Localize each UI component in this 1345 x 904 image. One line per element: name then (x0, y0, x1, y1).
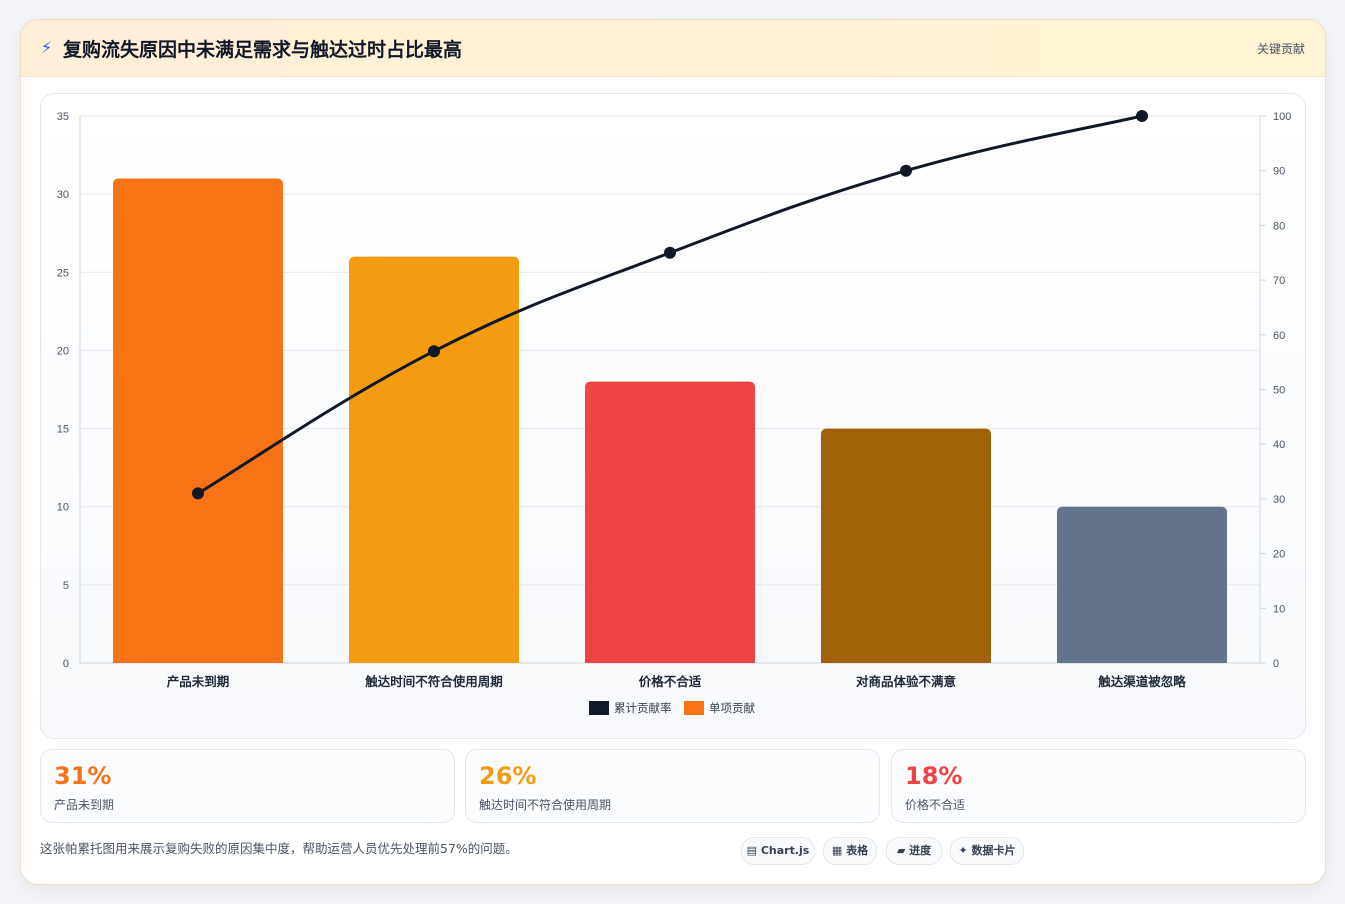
y2-tick-label: 20 (1273, 549, 1285, 561)
x-tick-label: 产品未到期 (167, 674, 230, 689)
y-tick-label: 20 (57, 345, 69, 357)
stat-card-2: 26% 触达时间不符合使用周期 (465, 749, 880, 823)
stat-card-3: 18% 价格不合适 (891, 749, 1306, 823)
table-pill[interactable]: ▦ 表格 (823, 837, 877, 865)
x-tick-label: 触达渠道被忽略 (1097, 674, 1186, 689)
lightning-icon: ⚡ (41, 38, 53, 57)
stat-label: 触达时间不符合使用周期 (479, 798, 612, 812)
y2-tick-label: 30 (1273, 494, 1285, 506)
stat-card-1: 31% 产品未到期 (40, 749, 455, 823)
bar (349, 256, 519, 663)
chart-panel: 0 5 10 15 20 25 30 35 0 10 20 30 40 50 60 70 80 90 100 产品未到… (40, 93, 1306, 739)
stat-label: 价格不合适 (905, 798, 966, 812)
y-tick-label: 30 (57, 189, 69, 201)
y2-tick-label: 0 (1273, 658, 1279, 670)
stat-value: 31% (54, 762, 112, 790)
stat-value: 18% (905, 762, 963, 790)
y-tick-label: 25 (57, 267, 69, 279)
bar (821, 428, 991, 663)
chart-note: 这张帕累托图用来展示复购失败的原因集中度，帮助运营人员优先处理前57%的问题。 (40, 841, 518, 856)
y2-tick-label: 70 (1273, 275, 1285, 287)
key-contribution-tag: 关键贡献 (1256, 42, 1305, 56)
card-header: ⚡ 复购流失原因中未满足需求与触达过时占比最高 关键贡献 (21, 20, 1325, 77)
cumulative-point (428, 345, 440, 358)
cumulative-point (1136, 110, 1148, 122)
y2-tick-label: 80 (1273, 220, 1285, 232)
data-card-pill[interactable]: ✦ 数据卡片 (950, 837, 1024, 865)
y2-tick-label: 60 (1273, 330, 1285, 342)
y2-tick-label: 40 (1273, 439, 1285, 451)
x-tick-label: 触达时间不符合使用周期 (364, 674, 503, 689)
x-tick-label: 对商品体验不满意 (856, 674, 956, 689)
stat-value: 26% (479, 762, 537, 790)
y2-tick-label: 90 (1273, 166, 1285, 178)
y-tick-label: 10 (57, 502, 69, 514)
stat-label: 产品未到期 (54, 798, 115, 812)
report-card: ⚡ 复购流失原因中未满足需求与触达过时占比最高 关键贡献 0 5 10 15 20 25 3… (20, 19, 1326, 885)
bar (113, 178, 283, 663)
x-tick-label: 价格不合适 (639, 674, 702, 689)
legend-swatch-single (684, 701, 704, 715)
y-tick-label: 5 (63, 580, 69, 592)
progress-pill[interactable]: ▰ 进度 (886, 837, 942, 865)
cumulative-point (192, 487, 204, 500)
y-tick-label: 15 (57, 424, 69, 436)
legend-label-single: 单项贡献 (709, 701, 755, 715)
cumulative-point (664, 246, 676, 259)
bar (585, 381, 755, 663)
y2-tick-label: 50 (1273, 385, 1285, 397)
y2-tick-label: 10 (1273, 603, 1285, 615)
y-tick-label: 35 (57, 111, 69, 123)
chartjs-pill[interactable]: ▤ Chart.js (741, 837, 815, 865)
y-tick-label: 0 (63, 658, 69, 670)
chart-title: 复购流失原因中未满足需求与触达过时占比最高 (63, 39, 463, 61)
legend-label-cumulative: 累计贡献率 (614, 701, 672, 715)
y2-tick-label: 100 (1273, 111, 1291, 123)
legend-swatch-cumulative (589, 701, 609, 715)
pareto-chart: 0 5 10 15 20 25 30 35 0 10 20 30 40 50 60 70 80 90 100 产品未到… (57, 110, 1291, 715)
cumulative-point (900, 164, 912, 177)
bar (1057, 506, 1227, 663)
